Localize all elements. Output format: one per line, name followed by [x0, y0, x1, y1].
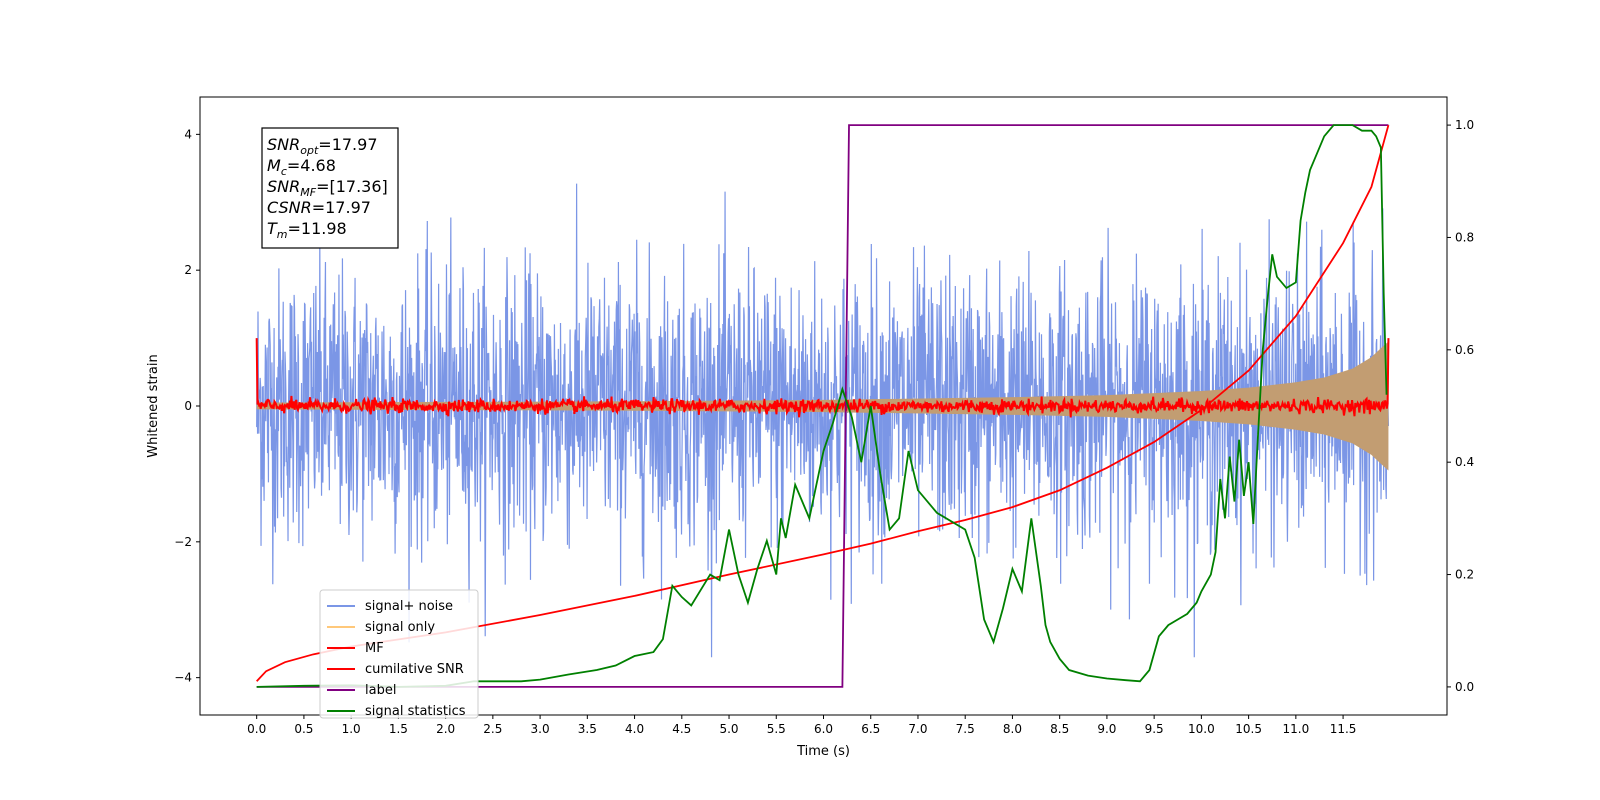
y-tick-label: 0: [184, 399, 192, 413]
y2-axis-ticks: 0.0 0.2 0.4 0.6 0.8 1.0: [1447, 118, 1474, 694]
x-axis-ticks: 0.0 0.5 1.0 1.5 2.0 2.5 3.0 3.5 4.0 4.5 5.0 5.5 6.0 6…: [247, 715, 1356, 736]
signal-only-fill: [256, 341, 1389, 471]
y2-tick-label: 0.6: [1455, 343, 1474, 357]
signal-plus-noise-series: [256, 183, 1390, 658]
legend-label: cumilative SNR: [365, 662, 464, 677]
x-tick-label: 11.0: [1282, 722, 1309, 736]
x-tick-label: 8.5: [1050, 722, 1069, 736]
annotation-box: SNRopt=17.97 Mc=4.68 SNRMF=[17.36] CSNR=…: [261, 127, 399, 249]
annotation-csnr: CSNR=17.97: [267, 198, 371, 217]
legend-label: MF: [365, 641, 384, 656]
x-axis-label: Time (s): [796, 744, 850, 759]
signal-plus-noise-line: [256, 183, 1390, 658]
annotation-tm: Tm=11.98: [267, 219, 347, 241]
y2-tick-label: 1.0: [1455, 118, 1474, 132]
x-tick-label: 6.5: [861, 722, 880, 736]
y-tick-label: 2: [184, 263, 192, 277]
x-tick-label: 6.0: [814, 722, 833, 736]
x-tick-label: 3.5: [578, 722, 597, 736]
x-tick-label: 1.5: [389, 722, 408, 736]
x-tick-label: 1.0: [342, 722, 361, 736]
annotation-mc: Mc=4.68: [267, 156, 336, 178]
x-tick-label: 5.0: [719, 722, 738, 736]
x-tick-label: 11.5: [1330, 722, 1357, 736]
y2-tick-label: 0.0: [1455, 680, 1474, 694]
x-tick-label: 4.0: [625, 722, 644, 736]
x-tick-label: 7.0: [908, 722, 927, 736]
y-tick-label: 4: [184, 127, 192, 141]
legend-label: signal+ noise: [365, 599, 453, 614]
label-line: [256, 124, 1389, 688]
x-tick-label: 10.0: [1188, 722, 1215, 736]
x-tick-label: 4.5: [672, 722, 691, 736]
x-tick-label: 2.0: [436, 722, 455, 736]
y2-tick-label: 0.4: [1455, 455, 1474, 469]
annotation-snr-opt: SNRopt=17.97: [267, 135, 378, 157]
x-tick-label: 0.5: [294, 722, 313, 736]
y-tick-label: −4: [174, 671, 192, 685]
x-tick-label: 0.0: [247, 722, 266, 736]
legend-label: signal statistics: [365, 704, 466, 719]
x-tick-label: 5.5: [767, 722, 786, 736]
legend-frame: [319, 589, 479, 719]
y2-tick-label: 0.2: [1455, 568, 1474, 582]
x-tick-label: 8.0: [1003, 722, 1022, 736]
x-tick-label: 7.5: [956, 722, 975, 736]
y-tick-label: −2: [174, 535, 192, 549]
mf-line: [255, 338, 1390, 418]
y-axis-ticks: −4 −2 0 2 4: [174, 127, 200, 685]
annotation-frame: [261, 127, 399, 249]
signal-statistics-line: [256, 124, 1388, 688]
x-tick-label: 9.5: [1145, 722, 1164, 736]
x-tick-label: 2.5: [483, 722, 502, 736]
legend-label: label: [365, 683, 396, 698]
legend-label: signal only: [365, 620, 435, 635]
x-tick-label: 9.0: [1097, 722, 1116, 736]
x-tick-label: 10.5: [1235, 722, 1262, 736]
x-tick-label: 3.0: [531, 722, 550, 736]
annotation-snr-mf: SNRMF=[17.36]: [267, 177, 388, 199]
signal-only-series: [256, 341, 1389, 471]
y-axis-label: Whitened strain: [146, 354, 161, 457]
y2-tick-label: 0.8: [1455, 230, 1474, 244]
legend: signal+ noise signal only MF cumilative SNR…: [319, 589, 479, 719]
mf-series: [255, 338, 1390, 418]
